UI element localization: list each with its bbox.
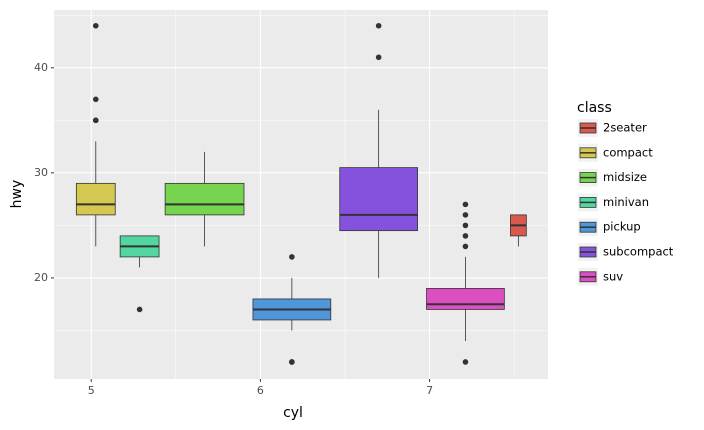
legend-item: compact bbox=[578, 143, 653, 162]
y-tick-label: 30 bbox=[34, 166, 48, 179]
legend-label: minivan bbox=[603, 195, 649, 209]
outlier bbox=[136, 306, 143, 313]
x-axis-title: cyl bbox=[283, 405, 303, 421]
box bbox=[75, 182, 116, 216]
outlier bbox=[462, 212, 469, 218]
panel bbox=[54, 10, 548, 379]
outlier bbox=[462, 233, 469, 239]
outlier bbox=[462, 359, 469, 365]
legend-item: minivan bbox=[578, 193, 649, 212]
legend-item: suv bbox=[578, 267, 623, 286]
legend-label: subcompact bbox=[603, 245, 674, 259]
legend-title: class bbox=[577, 100, 612, 116]
legend-item: pickup bbox=[578, 218, 641, 237]
x-tick-label: 7 bbox=[426, 384, 433, 397]
x-tick-label: 5 bbox=[88, 384, 95, 397]
outlier bbox=[289, 359, 295, 365]
y-axis-title: hwy bbox=[9, 180, 25, 209]
outlier bbox=[375, 22, 382, 29]
legend-item: subcompact bbox=[578, 243, 674, 261]
outlier bbox=[92, 96, 99, 103]
y-tick-label: 20 bbox=[34, 271, 48, 284]
outlier bbox=[92, 117, 99, 124]
outlier bbox=[289, 254, 295, 260]
outlier bbox=[462, 201, 469, 208]
y-tick-label: 40 bbox=[34, 61, 48, 74]
legend-label: suv bbox=[603, 269, 623, 283]
outlier bbox=[375, 54, 382, 61]
box bbox=[426, 288, 505, 310]
legend-item: midsize bbox=[578, 168, 647, 187]
box bbox=[339, 167, 418, 232]
outlier bbox=[462, 222, 469, 229]
box bbox=[164, 182, 245, 216]
x-tick-label: 6 bbox=[257, 384, 264, 397]
legend-item: 2seater bbox=[578, 119, 647, 137]
outlier bbox=[462, 243, 469, 250]
legend-label: compact bbox=[603, 145, 653, 159]
legend-label: midsize bbox=[603, 170, 647, 184]
legend-label: pickup bbox=[603, 220, 641, 234]
outlier bbox=[92, 22, 99, 29]
legend-label: 2seater bbox=[603, 121, 647, 135]
